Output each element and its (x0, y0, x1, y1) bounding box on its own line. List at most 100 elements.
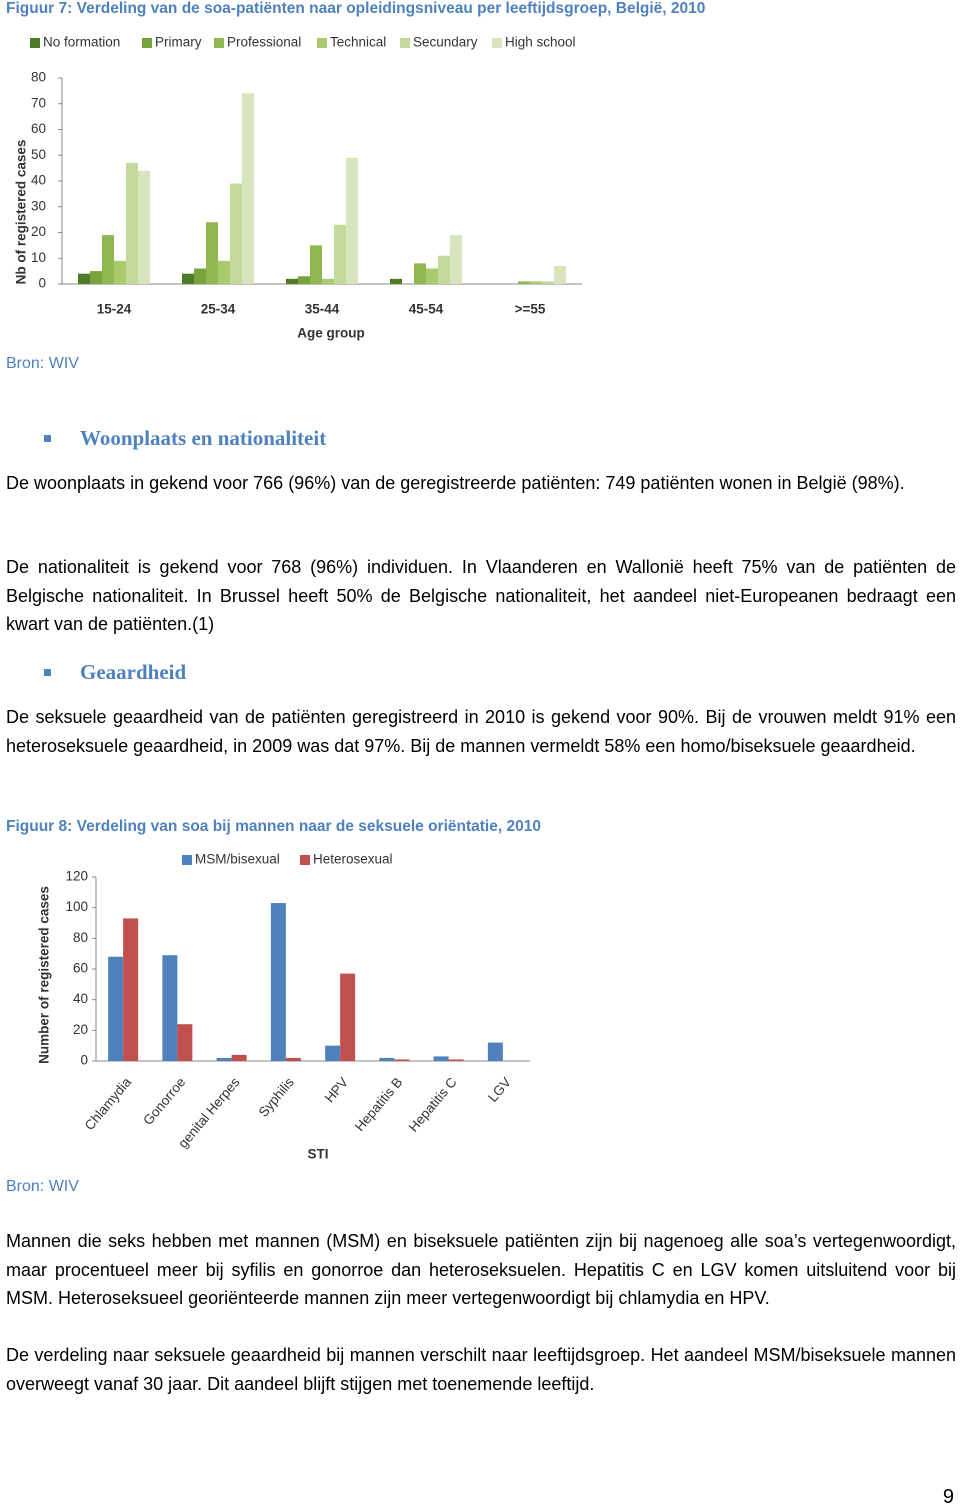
y-tick-label: 40 (73, 991, 88, 1006)
bar (78, 273, 90, 284)
y-tick-label: 70 (31, 95, 46, 110)
y-tick-label: 100 (65, 899, 88, 914)
x-axis-title: STI (307, 1147, 328, 1162)
bar (414, 263, 426, 284)
legend-swatch (317, 38, 327, 48)
bar (230, 183, 242, 284)
bullet (44, 669, 51, 676)
legend-swatch (300, 855, 310, 865)
bar (285, 1057, 301, 1061)
y-tick-label: 80 (73, 930, 88, 945)
legend-swatch (30, 38, 40, 48)
x-tick-label: Gonorroe (140, 1075, 188, 1128)
bar (390, 278, 402, 284)
y-tick-label: 120 (65, 869, 88, 884)
figure-caption: Figuur 8: Verdeling van soa bij mannen n… (6, 818, 541, 835)
y-axis-title: Number of registered cases (37, 886, 52, 1064)
bar (123, 918, 139, 1061)
y-tick-label: 10 (31, 250, 46, 265)
x-axis-title: Age group (297, 326, 365, 341)
bar (325, 1045, 341, 1061)
legend-label: Heterosexual (313, 852, 393, 867)
bar (542, 281, 554, 284)
y-tick-label: 40 (31, 173, 46, 188)
bar (114, 260, 126, 284)
bar (90, 271, 102, 284)
bar (448, 1059, 464, 1061)
bar (554, 265, 566, 284)
bar (194, 268, 206, 284)
page-number: 9 (942, 1486, 954, 1508)
x-tick-label: Hepatitis B (352, 1075, 405, 1135)
x-tick-label: Hepatitis C (406, 1074, 460, 1134)
bar (310, 245, 322, 284)
bar (426, 268, 438, 284)
x-tick-label: 15-24 (97, 302, 132, 317)
bar (102, 235, 114, 284)
legend-swatch (214, 38, 224, 48)
bar (433, 1056, 449, 1061)
legend-label: Secundary (413, 35, 478, 50)
y-tick-label: 50 (31, 147, 46, 162)
paragraph: De verdeling naar seksuele geaardheid bi… (6, 1345, 956, 1394)
legend-swatch (400, 38, 410, 48)
y-tick-label: 30 (31, 198, 46, 213)
x-tick-label: 45-54 (409, 302, 444, 317)
y-tick-label: 80 (31, 70, 46, 85)
bar (346, 157, 358, 284)
y-axis-title: Nb of registered cases (14, 140, 29, 285)
bar (242, 93, 254, 284)
bar (216, 1057, 232, 1061)
bar (518, 281, 530, 284)
bar (334, 224, 346, 284)
source: Bron: WIV (6, 355, 79, 372)
figure-caption: Figuur 7: Verdeling van de soa-patiënten… (6, 0, 706, 17)
y-tick-label: 60 (31, 121, 46, 136)
bar (177, 1024, 193, 1061)
bar (182, 273, 194, 284)
source: Bron: WIV (6, 1178, 79, 1195)
bar (286, 278, 298, 284)
legend-label: Primary (155, 35, 202, 50)
bar (530, 281, 542, 284)
bar (138, 170, 150, 284)
paragraph: De woonplaats in gekend voor 766 (96%) v… (6, 473, 905, 493)
legend-label: MSM/bisexual (195, 852, 280, 867)
bar (438, 255, 450, 284)
bar (322, 278, 334, 284)
legend-label: No formation (43, 35, 120, 50)
x-tick-label: HPV (322, 1075, 351, 1106)
bar (298, 276, 310, 284)
bullet (44, 435, 51, 442)
bar (126, 162, 138, 284)
legend-label: High school (505, 35, 576, 50)
bar (394, 1059, 410, 1061)
legend-swatch (182, 855, 192, 865)
bar (487, 1042, 503, 1061)
x-tick-label: >=55 (515, 302, 546, 317)
legend-swatch (492, 38, 502, 48)
y-tick-label: 0 (38, 276, 46, 291)
section-heading: Woonplaats en nationaliteit (80, 426, 327, 450)
section-heading: Geaardheid (80, 660, 187, 684)
paragraph: De nationaliteit is gekend voor 768 (96%… (6, 557, 956, 634)
bar (379, 1057, 395, 1061)
legend-label: Professional (227, 35, 301, 50)
bar (340, 973, 356, 1061)
bar (450, 235, 462, 284)
bar (218, 260, 230, 284)
bar (231, 1054, 247, 1061)
y-tick-label: 60 (73, 961, 88, 976)
x-tick-label: 35-44 (305, 302, 340, 317)
y-tick-label: 20 (31, 224, 46, 239)
legend-label: Technical (330, 35, 386, 50)
bar (206, 222, 218, 284)
x-tick-label: Chlamydia (82, 1074, 135, 1133)
bar (108, 956, 124, 1061)
bar (162, 955, 178, 1061)
paragraph: Mannen die seks hebben met mannen (MSM) … (6, 1231, 956, 1308)
legend-swatch (142, 38, 152, 48)
x-tick-label: LGV (485, 1075, 514, 1105)
